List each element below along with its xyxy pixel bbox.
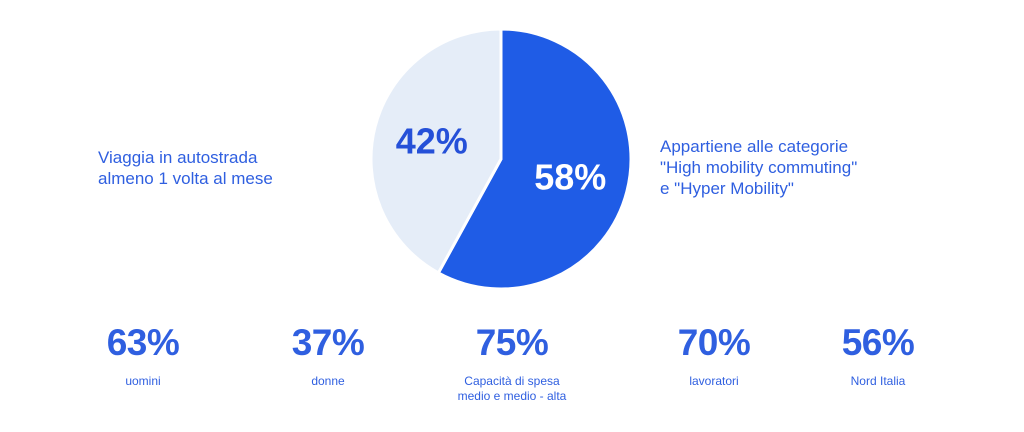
pie-slice-58 [436, 27, 633, 291]
stat-value: 75% [475, 322, 549, 363]
right-annotation: Appartiene alle categorie "High mobility… [660, 137, 858, 198]
stat-label: donne [311, 374, 345, 388]
stat-label: lavoratori [689, 374, 739, 388]
pie-slice-42 [369, 27, 503, 275]
stat-label: Capacità di spesa medio e medio - alta [457, 374, 567, 403]
pie-chart: 58% 42% [369, 27, 633, 291]
stat-donne: 37% donne [228, 322, 428, 389]
stat-value: 63% [106, 322, 180, 363]
stat-value: 37% [291, 322, 365, 363]
stat-label: uomini [125, 374, 161, 388]
stat-value: 70% [677, 322, 751, 363]
stat-capacita-spesa: 75% Capacità di spesa medio e medio - al… [412, 322, 612, 404]
stat-value: 56% [841, 322, 915, 363]
left-annotation: Viaggia in autostrada almeno 1 volta al … [98, 148, 273, 188]
stat-lavoratori: 70% lavoratori [614, 322, 814, 389]
stat-label: Nord Italia [850, 374, 906, 388]
pie-label-42: 42% [396, 121, 468, 162]
pie-label-58: 58% [534, 156, 606, 197]
stat-nord-italia: 56% Nord Italia [778, 322, 978, 389]
stat-uomini: 63% uomini [43, 322, 243, 389]
